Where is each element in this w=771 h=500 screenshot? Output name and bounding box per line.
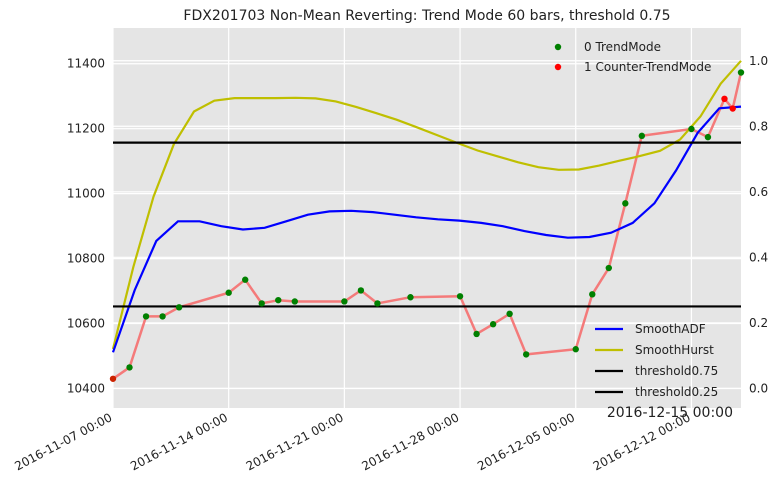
legend-label: 0 TrendMode (584, 40, 661, 54)
trend-point (473, 330, 480, 338)
x-tick-label: 2016-12-05 00:00 (475, 410, 577, 473)
trend-point (109, 375, 117, 382)
trend-point (622, 200, 629, 207)
trend-point (737, 69, 745, 76)
trend-point (126, 364, 133, 371)
legend-label: SmoothADF (635, 322, 706, 336)
y-right-tick-label: 0.6 (749, 185, 768, 199)
y-left-tick-label: 11000 (67, 187, 105, 201)
trend-point (175, 304, 183, 311)
smooth-hurst-line (111, 60, 742, 350)
y-right-tick-label: 0.8 (749, 119, 768, 133)
legend-marker (554, 43, 562, 51)
legend-label: 1 Counter-TrendMode (584, 60, 711, 74)
trend-point (242, 276, 249, 283)
trend-point (704, 133, 712, 141)
trend-point (291, 298, 298, 305)
legend-label: SmoothHurst (635, 343, 714, 357)
smooth-adf-line (111, 105, 742, 353)
y-right-tick-label: 0.0 (749, 381, 768, 395)
y-left-tick-label: 10600 (67, 317, 105, 331)
y-left-tick-label: 10400 (67, 382, 105, 396)
x-tick-label: 2016-11-14 00:00 (128, 410, 230, 473)
grid (112, 28, 741, 408)
trend-point (341, 298, 348, 305)
y-left-tick-label: 11200 (67, 122, 105, 136)
counter-trend-point (729, 105, 736, 112)
y-left-tick-label: 11400 (67, 57, 105, 71)
y-right-tick-label: 0.2 (749, 316, 768, 330)
trend-point (456, 293, 464, 300)
trend-point (489, 321, 497, 328)
legends: 0 TrendMode 1 Counter-TrendMode SmoothADF S… (554, 40, 718, 399)
trend-point (357, 287, 365, 294)
y-left-tick-label: 10800 (67, 252, 105, 266)
counter-trend-point (721, 95, 728, 103)
trend-point (142, 313, 150, 320)
y-right-tick-label: 1.0 (749, 54, 768, 68)
trend-point (374, 300, 381, 307)
last-date-label: 2016-12-15 00:00 (607, 405, 733, 421)
trend-point (572, 346, 579, 353)
legend-label: threshold0.75 (635, 364, 718, 378)
trend-point (407, 294, 414, 301)
x-tick-label: 2016-11-21 00:00 (244, 410, 346, 473)
trend-point (275, 296, 282, 304)
legend-marker (554, 63, 562, 71)
trend-point (258, 300, 265, 307)
points (109, 69, 745, 382)
x-tick-label: 2016-11-28 00:00 (359, 410, 461, 473)
trend-point (605, 264, 612, 272)
trend-point (638, 132, 646, 140)
trend-point (589, 291, 596, 298)
x-tick-label: 2016-11-07 00:00 (12, 410, 114, 473)
trend-point (506, 310, 513, 318)
trend-point (522, 351, 530, 358)
trend-point (688, 125, 695, 133)
chart-title: FDX201703 Non-Mean Reverting: Trend Mode… (183, 8, 670, 24)
legend-label: threshold0.25 (635, 385, 718, 399)
y-right-tick-label: 0.4 (749, 250, 768, 264)
trend-point (159, 313, 166, 320)
trend-point (225, 289, 232, 296)
